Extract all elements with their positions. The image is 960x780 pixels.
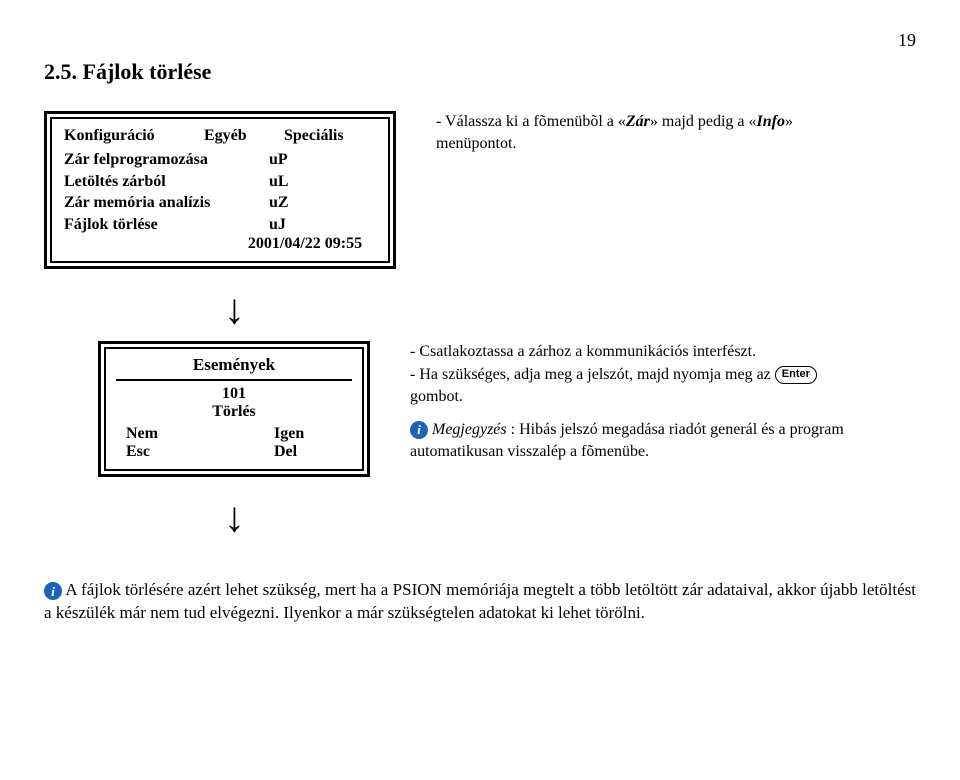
menu-row: Zár memória analízis uZ xyxy=(64,192,376,214)
note-text: » majd pedig a « xyxy=(650,113,757,130)
menu-row-code: uL xyxy=(269,171,309,193)
menu-row-label: Letöltés zárból xyxy=(64,171,269,193)
events-right: Igen xyxy=(234,425,352,443)
events-number: 101 xyxy=(116,385,352,403)
note-em: Info xyxy=(757,113,785,130)
events-panel: Események 101 Törlés Nem Igen Esc Del xyxy=(98,341,370,477)
menu-header: Konfiguráció Egyéb Speciális xyxy=(64,127,376,145)
note-em: Zár xyxy=(626,113,650,130)
events-row: Nem Igen xyxy=(116,425,352,443)
menu-row-code: uZ xyxy=(269,192,309,214)
remark-label: Megjegyzés xyxy=(432,421,507,438)
down-arrow-icon: ↓ xyxy=(224,289,916,331)
enter-key-icon: Enter xyxy=(775,366,817,383)
menu-row: Fájlok törlése uJ xyxy=(64,214,376,236)
events-row: Esc Del xyxy=(116,443,352,461)
menu-row: Zár felprogramozása uP xyxy=(64,149,376,171)
menu-header-col3: Speciális xyxy=(284,127,344,145)
note-text: - Válassza ki a fõmenübõl a « xyxy=(436,113,626,130)
menu-panel: Konfiguráció Egyéb Speciális Zár felprog… xyxy=(44,111,396,269)
events-left: Nem xyxy=(116,425,234,443)
body-paragraph: i A fájlok törlésére azért lehet szükség… xyxy=(44,579,916,625)
note-line: - Csatlakoztassa a zárhoz a kommunikáció… xyxy=(410,341,870,363)
menu-header-col2: Egyéb xyxy=(204,127,284,145)
menu-row-label: Fájlok törlése xyxy=(64,214,269,236)
events-action: Törlés xyxy=(116,403,352,421)
down-arrow-icon: ↓ xyxy=(224,497,916,539)
events-right: Del xyxy=(234,443,352,461)
events-left: Esc xyxy=(116,443,234,461)
note-text: gombot. xyxy=(410,388,463,405)
menu-row-label: Zár felprogramozása xyxy=(64,149,269,171)
menu-row-code: uJ xyxy=(269,214,309,236)
menu-row-label: Zár memória analízis xyxy=(64,192,269,214)
note-remark: i Megjegyzés : Hibás jelszó megadása ria… xyxy=(410,419,870,464)
note-text: - Ha szükséges, adja meg a jelszót, majd… xyxy=(410,366,775,383)
events-title: Események xyxy=(116,355,352,381)
row-events: Események 101 Törlés Nem Igen Esc Del - … xyxy=(44,341,916,477)
body-text: A fájlok törlésére azért lehet szükség, … xyxy=(44,580,916,622)
section-title: 2.5. Fájlok törlése xyxy=(44,59,916,85)
info-icon: i xyxy=(410,421,428,439)
menu-row: Letöltés zárból uL xyxy=(64,171,376,193)
menu-row-code: uP xyxy=(269,149,309,171)
menu-header-col1: Konfiguráció xyxy=(64,127,204,145)
note-line: - Ha szükséges, adja meg a jelszót, majd… xyxy=(410,364,870,409)
info-icon: i xyxy=(44,582,62,600)
note-events: - Csatlakoztassa a zárhoz a kommunikáció… xyxy=(410,341,870,463)
menu-timestamp: 2001/04/22 09:55 xyxy=(234,235,376,253)
page-number: 19 xyxy=(44,30,916,51)
note-menu-selection: - Válassza ki a fõmenübõl a «Zár» majd p… xyxy=(436,111,866,154)
row-menu: Konfiguráció Egyéb Speciális Zár felprog… xyxy=(44,111,916,269)
